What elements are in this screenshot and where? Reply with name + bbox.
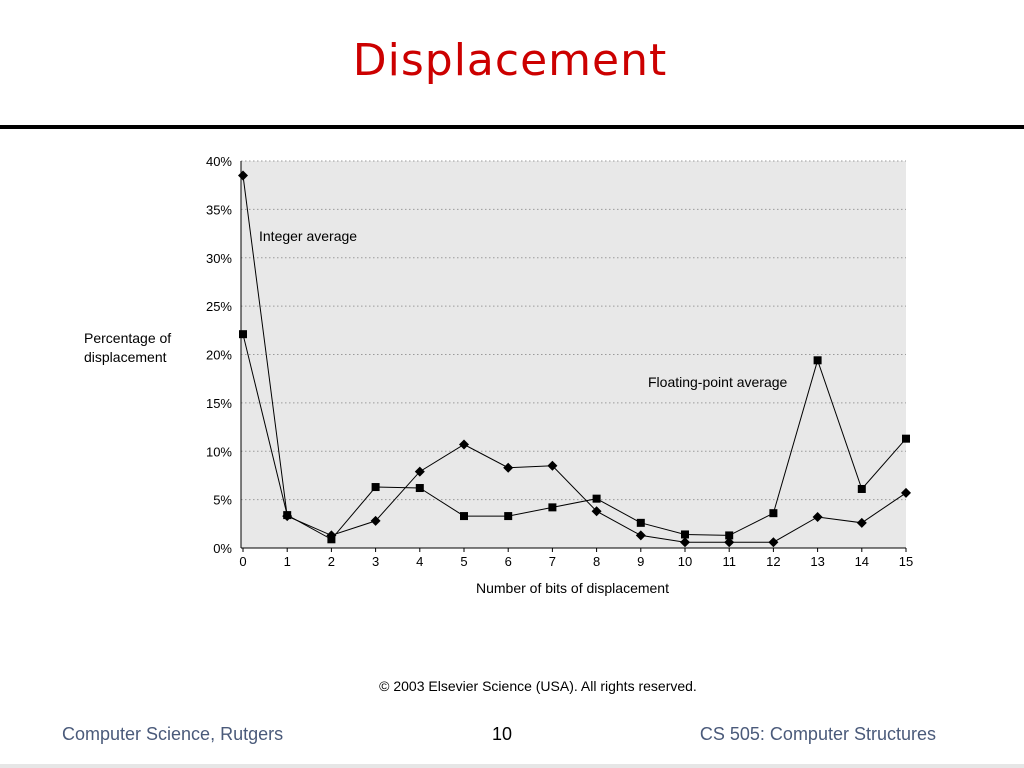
data-point-diamond bbox=[459, 439, 469, 450]
data-point-square bbox=[460, 512, 468, 521]
x-tick-label: 15 bbox=[899, 554, 913, 569]
gridlines bbox=[241, 160, 906, 501]
footer-course-title: CS 505: Computer Structures bbox=[699, 724, 936, 744]
x-tick-label: 13 bbox=[810, 554, 824, 569]
data-point-diamond bbox=[503, 462, 514, 473]
x-tick-label: 12 bbox=[766, 554, 780, 569]
data-point-square bbox=[769, 509, 778, 518]
slide-title: Displacement bbox=[352, 35, 668, 86]
data-point-diamond bbox=[591, 506, 602, 517]
y-axis: 0% 5% 10% 15% 20% 25% 30% 35% 40% bbox=[206, 154, 242, 556]
data-point-square bbox=[725, 531, 734, 540]
data-point-diamond bbox=[768, 537, 779, 548]
x-tick-label: 4 bbox=[416, 554, 423, 569]
data-point-diamond bbox=[901, 487, 911, 498]
footer-course-dept: Computer Science, Rutgers bbox=[62, 724, 284, 744]
x-tick-label: 2 bbox=[328, 554, 335, 569]
x-tick-label: 6 bbox=[505, 554, 512, 569]
y-tick-label: 25% bbox=[206, 299, 232, 314]
series-label-floating-point: Floating-point average bbox=[648, 374, 788, 390]
data-point-square bbox=[681, 530, 689, 539]
data-point-square bbox=[813, 356, 822, 365]
title-divider bbox=[0, 125, 1024, 129]
y-tick-label: 35% bbox=[206, 202, 232, 217]
data-point-diamond bbox=[635, 530, 646, 541]
x-tick-label: 3 bbox=[372, 554, 379, 569]
x-tick-label: 9 bbox=[637, 554, 644, 569]
x-axis-label: Number of bits of displacement bbox=[476, 580, 669, 596]
y-axis-label-line-2: displacement bbox=[84, 349, 167, 365]
data-point-diamond bbox=[238, 170, 248, 181]
data-point-square bbox=[327, 535, 336, 544]
x-tick-label: 5 bbox=[460, 554, 467, 569]
x-tick-label: 14 bbox=[855, 554, 869, 569]
series-line bbox=[242, 334, 907, 540]
y-tick-label: 10% bbox=[206, 444, 232, 459]
data-point-square bbox=[239, 330, 247, 339]
y-tick-label: 5% bbox=[213, 493, 232, 508]
data-point-diamond bbox=[812, 512, 823, 523]
data-point-diamond bbox=[370, 515, 381, 526]
y-tick-label: 0% bbox=[213, 541, 232, 556]
displacement-chart: 0%5%10%15%20%25%30%35%40% 0 1 2 3 4 5 6 7 8 9 10 11… bbox=[84, 154, 913, 596]
data-point-square bbox=[902, 434, 910, 443]
x-tick-label: 0 bbox=[239, 554, 246, 569]
y-axis-label-line-1: Percentage of bbox=[84, 330, 171, 346]
y-tick-label: 15% bbox=[206, 396, 232, 411]
data-point-square bbox=[592, 494, 601, 503]
series-layer bbox=[238, 170, 911, 548]
x-tick-label: 8 bbox=[593, 554, 600, 569]
copyright-notice: © 2003 Elsevier Science (USA). All right… bbox=[379, 678, 697, 694]
data-point-square bbox=[504, 512, 513, 521]
x-tick-label: 1 bbox=[284, 554, 291, 569]
data-point-square bbox=[636, 518, 645, 527]
x-tick-label: 7 bbox=[549, 554, 556, 569]
data-point-square bbox=[283, 511, 292, 520]
data-point-diamond bbox=[724, 537, 735, 548]
data-point-diamond bbox=[414, 466, 425, 477]
data-point-square bbox=[857, 484, 866, 493]
series-floating-point bbox=[239, 330, 910, 544]
footer-page-number: 10 bbox=[491, 724, 513, 744]
y-tick-label: 20% bbox=[206, 348, 232, 363]
data-point-square bbox=[415, 484, 424, 493]
series-line bbox=[242, 175, 907, 543]
x-tick-label: 11 bbox=[722, 554, 736, 569]
data-point-diamond bbox=[547, 460, 558, 471]
data-point-diamond bbox=[856, 517, 867, 528]
data-point-square bbox=[548, 503, 557, 512]
data-point-square bbox=[371, 483, 380, 492]
x-tick-label: 10 bbox=[678, 554, 692, 569]
bottom-band bbox=[0, 764, 1024, 768]
data-point-diamond bbox=[680, 537, 690, 548]
x-axis: 0 1 2 3 4 5 6 7 8 9 10 11 12 13 14 15 bbox=[239, 547, 913, 569]
y-tick-label: 30% bbox=[206, 251, 232, 266]
series-label-integer: Integer average bbox=[259, 228, 357, 244]
y-tick-label: 40% bbox=[206, 154, 232, 169]
